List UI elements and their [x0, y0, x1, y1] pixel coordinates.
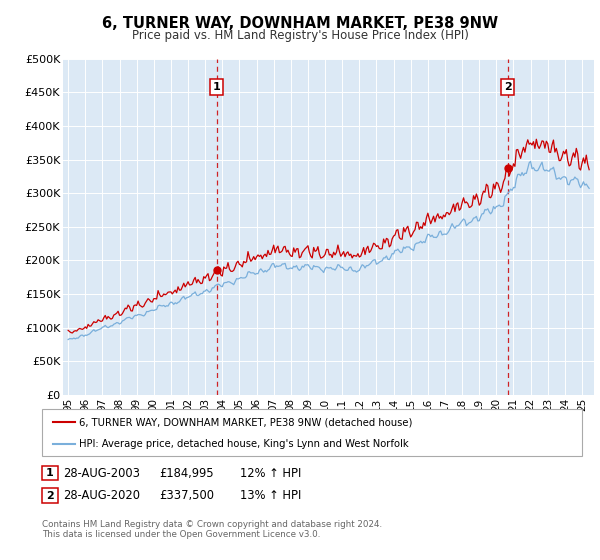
Text: Price paid vs. HM Land Registry's House Price Index (HPI): Price paid vs. HM Land Registry's House …: [131, 29, 469, 42]
Text: Contains HM Land Registry data © Crown copyright and database right 2024.
This d: Contains HM Land Registry data © Crown c…: [42, 520, 382, 539]
Text: £337,500: £337,500: [159, 489, 214, 502]
Text: 6, TURNER WAY, DOWNHAM MARKET, PE38 9NW: 6, TURNER WAY, DOWNHAM MARKET, PE38 9NW: [102, 16, 498, 31]
Text: £184,995: £184,995: [159, 466, 214, 480]
Text: HPI: Average price, detached house, King's Lynn and West Norfolk: HPI: Average price, detached house, King…: [79, 439, 409, 449]
Text: 2: 2: [504, 82, 512, 92]
Text: 6, TURNER WAY, DOWNHAM MARKET, PE38 9NW (detached house): 6, TURNER WAY, DOWNHAM MARKET, PE38 9NW …: [79, 417, 413, 427]
Text: 28-AUG-2020: 28-AUG-2020: [63, 489, 140, 502]
Text: 1: 1: [213, 82, 221, 92]
Text: 13% ↑ HPI: 13% ↑ HPI: [240, 489, 301, 502]
Text: 1: 1: [46, 468, 53, 478]
Text: 12% ↑ HPI: 12% ↑ HPI: [240, 466, 301, 480]
Text: 2: 2: [46, 491, 53, 501]
Text: 28-AUG-2003: 28-AUG-2003: [63, 466, 140, 480]
